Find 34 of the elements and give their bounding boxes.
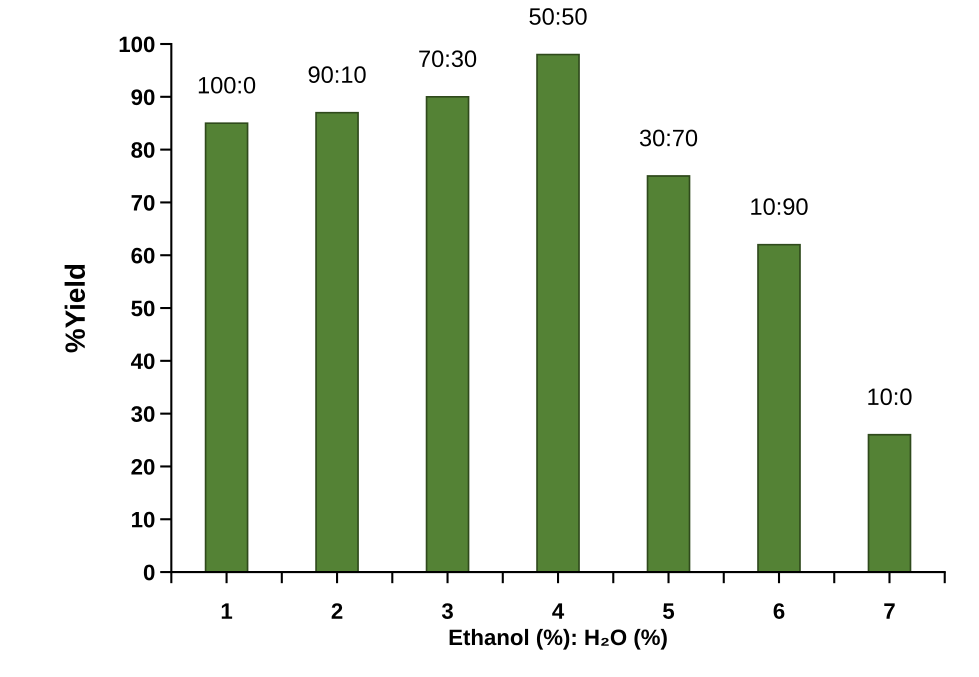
annotation: 90:10 <box>308 66 366 83</box>
annotation: 50:50 <box>529 8 587 25</box>
x-tick-label: 7 <box>884 603 895 619</box>
annotation: 30:70 <box>640 130 698 146</box>
x-tick-label: 1 <box>222 603 232 619</box>
y-tick-label: 10 <box>132 512 154 528</box>
x-tick-label: 4 <box>552 603 564 619</box>
y-tick-label: 40 <box>130 353 154 370</box>
bar <box>204 122 248 572</box>
y-axis-title: %Yield <box>64 264 86 352</box>
annotation: 10:0 <box>868 388 912 406</box>
y-tick-label: 50 <box>131 300 154 316</box>
y-tick-label: 70 <box>132 194 154 211</box>
bar <box>757 244 801 572</box>
y-tick-label: 100 <box>120 36 154 52</box>
annotation: 70:30 <box>419 50 476 68</box>
bar <box>868 434 912 572</box>
x-tick-label: 3 <box>442 603 453 619</box>
x-tick-label: 5 <box>663 603 674 619</box>
y-tick-label: 90 <box>131 89 154 106</box>
bar <box>426 96 470 572</box>
x-tick-label: 2 <box>332 603 342 619</box>
annotation: 10:90 <box>751 198 808 215</box>
bar <box>315 112 359 572</box>
y-tick-label: 30 <box>131 406 154 422</box>
bar <box>536 54 580 572</box>
x-tick-label: 6 <box>774 603 784 619</box>
y-tick-label: 60 <box>131 248 154 264</box>
x-axis-title: Ethanol (%): H₂O (%) <box>450 628 667 650</box>
bar <box>646 175 690 572</box>
y-tick-label: 20 <box>131 458 154 475</box>
y-tick-label: 0 <box>144 564 154 580</box>
y-tick-label: 80 <box>131 142 154 158</box>
annotation: 100:0 <box>198 76 256 94</box>
